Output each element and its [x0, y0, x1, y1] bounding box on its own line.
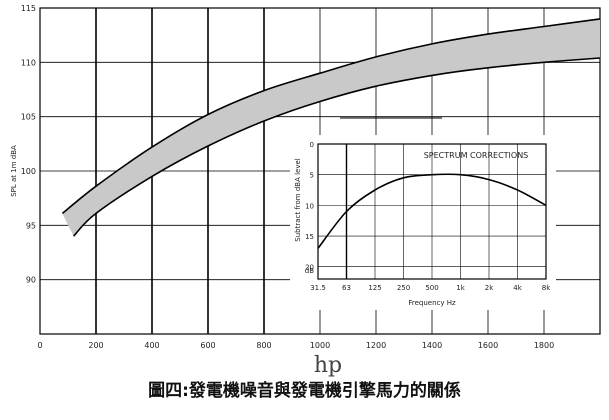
inset-y-tick-label: 20 [305, 264, 314, 272]
inset-x-tick-label: 1k [456, 284, 465, 292]
inset-background [290, 135, 556, 310]
main-y-tick-labels: 115 110 105 100 95 90 [21, 4, 36, 285]
inset-x-tick-label: 2k [485, 284, 494, 292]
inset-x-tick-label: 63 [342, 284, 351, 292]
inset-x-axis-label: Frequency Hz [408, 299, 456, 307]
spl-band-upper-edge [61, 18, 601, 215]
inset-chart: SPECTRUM CORRECTIONS 0 5 10 15 20 31.5 63 125 2… [290, 135, 556, 310]
inset-x-tick-labels: 31.5 63 125 250 500 1k 2k 4k 8k [310, 284, 551, 292]
spectrum-correction-curve [317, 173, 547, 249]
main-x-tick-label: 1400 [422, 341, 442, 350]
main-y-axis-label: SPL at 1m dBA [10, 145, 18, 197]
inset-y-tick-labels: 0 5 10 15 20 [305, 141, 314, 272]
main-y-tick-label: 110 [21, 58, 36, 67]
figure-caption: 圖四:發電機噪音與發電機引擎馬力的關係 [148, 381, 461, 401]
inset-x-tick-label: 250 [397, 284, 410, 292]
main-y-tick-label: 100 [21, 167, 36, 176]
inset-x-tick-label: 125 [368, 284, 381, 292]
main-y-tick-label: 95 [26, 221, 36, 230]
main-x-tick-label: 1200 [366, 341, 386, 350]
main-y-tick-label: 115 [21, 4, 36, 13]
main-x-tick-label: 0 [37, 341, 42, 350]
inset-title: SPECTRUM CORRECTIONS [424, 151, 529, 160]
inset-y-tick-label: 15 [305, 233, 314, 241]
inset-y-unit: dB [305, 267, 314, 275]
main-x-tick-label: 400 [144, 341, 159, 350]
inset-y-axis-label: Subtract from dBA level [294, 158, 302, 242]
spl-band-lower-edge [73, 57, 601, 237]
inset-grid [318, 144, 546, 279]
main-y-tick-label: 105 [21, 113, 36, 122]
main-x-tick-label: 1800 [534, 341, 554, 350]
main-x-tick-labels: 0 200 400 600 800 1000 1200 1400 1600 1800 [37, 341, 554, 350]
main-x-tick-label: 800 [256, 341, 271, 350]
spl-range-band [62, 18, 600, 237]
inset-x-tick-label: 31.5 [310, 284, 326, 292]
inset-x-tick-label: 4k [513, 284, 522, 292]
inset-x-tick-label: 500 [425, 284, 438, 292]
inset-y-tick-label: 5 [310, 172, 314, 180]
main-y-tick-label: 90 [26, 276, 36, 285]
main-x-tick-label: 200 [88, 341, 103, 350]
inset-y-tick-label: 0 [310, 141, 314, 149]
main-x-tick-label: 1000 [310, 341, 330, 350]
inset-x-tick-label: 8k [542, 284, 551, 292]
main-x-tick-label: 1600 [478, 341, 498, 350]
inset-y-tick-label: 10 [305, 202, 314, 210]
main-x-tick-label: 600 [200, 341, 215, 350]
main-x-axis-label: hp [314, 353, 342, 378]
